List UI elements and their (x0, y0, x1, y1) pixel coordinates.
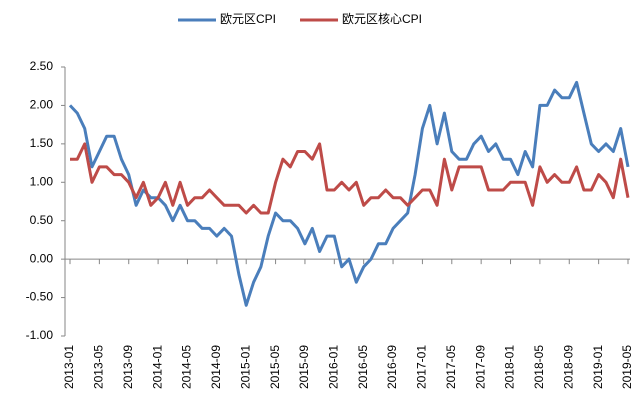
x-tick-label: 2016-01 (326, 345, 340, 389)
x-tick-label: 2016-05 (356, 345, 370, 389)
x-tick-label: 2018-09 (561, 345, 575, 389)
x-tick-label: 2018-05 (532, 345, 546, 389)
x-tick-label: 2017-09 (473, 345, 487, 389)
y-tick-label: 1.50 (30, 136, 54, 150)
x-tick-label: 2015-01 (238, 345, 252, 389)
x-tick-label: 2017-01 (415, 345, 429, 389)
y-tick-label: 2.50 (30, 59, 54, 73)
series-line (70, 142, 630, 215)
y-tick-label: 0.00 (30, 251, 54, 265)
x-tick-label: 2013-09 (121, 345, 135, 389)
x-tick-label: 2014-09 (209, 345, 223, 389)
series-line (68, 80, 630, 307)
x-tick-label: 2019-05 (620, 345, 634, 389)
y-tick-label: 0.50 (30, 213, 54, 227)
x-tick-label: 2017-05 (444, 345, 458, 389)
y-tick-label: 1.00 (30, 174, 54, 188)
x-tick-label: 2015-09 (297, 345, 311, 389)
x-tick-label: 2013-05 (92, 345, 106, 389)
x-tick-label: 2014-01 (150, 345, 164, 389)
legend-label: 欧元区核心CPI (342, 12, 422, 26)
y-tick-label: -1.00 (26, 328, 54, 342)
x-tick-label: 2018-01 (503, 345, 517, 389)
y-tick-label: -0.50 (26, 290, 54, 304)
legend-label: 欧元区CPI (220, 12, 276, 26)
x-tick-label: 2019-01 (591, 345, 605, 389)
x-tick-label: 2013-01 (62, 345, 76, 389)
y-tick-label: 2.00 (30, 98, 54, 112)
x-tick-label: 2015-05 (268, 345, 282, 389)
x-tick-label: 2016-09 (385, 345, 399, 389)
x-tick-label: 2014-05 (180, 345, 194, 389)
